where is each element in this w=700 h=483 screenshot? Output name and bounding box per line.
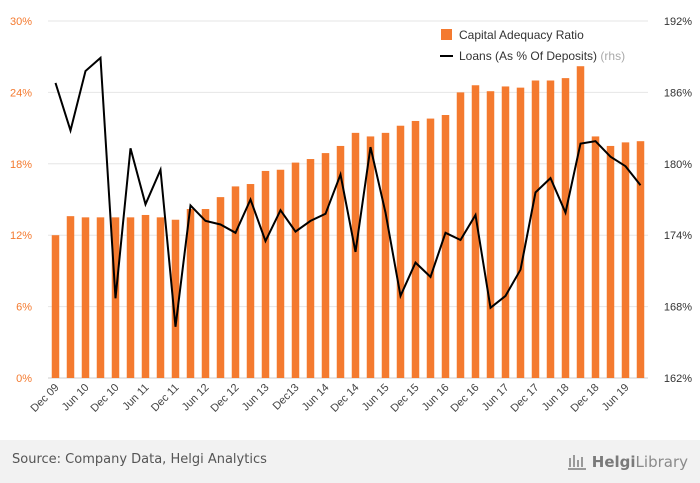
bar xyxy=(51,235,60,378)
bar xyxy=(351,132,360,378)
bar xyxy=(561,78,570,379)
logo-text: HelgiLibrary xyxy=(591,453,688,471)
x-tick-label: Dec 11 xyxy=(149,382,182,415)
x-tick-label: Dec 16 xyxy=(448,382,481,415)
bar xyxy=(321,153,330,378)
x-tick-label: Dec 18 xyxy=(568,382,601,415)
bar xyxy=(66,216,75,378)
bar xyxy=(381,132,390,378)
bar xyxy=(411,120,420,379)
line-series xyxy=(54,55,642,327)
bar xyxy=(456,92,465,379)
bar xyxy=(441,115,450,378)
bar xyxy=(261,170,270,378)
x-tick-label: Jun 10 xyxy=(60,382,92,414)
bar xyxy=(231,186,240,378)
right-tick-label: 174% xyxy=(664,230,692,242)
bar xyxy=(546,80,555,378)
left-tick-label: 12% xyxy=(10,230,32,242)
source-note: Source: Company Data, Helgi Analytics xyxy=(12,452,267,467)
left-tick-label: 18% xyxy=(10,159,32,171)
x-tick-label: Dec 15 xyxy=(388,382,421,415)
x-tick-label: Jun 15 xyxy=(360,382,392,414)
right-axis: 162% 168% 174% 180% 186% 192% xyxy=(664,16,692,385)
bar xyxy=(366,136,375,378)
x-tick-label: Dec13 xyxy=(271,382,302,413)
series-line xyxy=(54,55,642,327)
bar xyxy=(621,142,630,378)
bar xyxy=(96,217,105,378)
left-axis: 0% 6% 12% 18% 24% 30% xyxy=(10,16,32,385)
x-tick-label: Jun 13 xyxy=(240,382,272,414)
x-tick-label: Dec 09 xyxy=(28,382,61,415)
x-tick-label: Jun 18 xyxy=(540,382,572,414)
bar xyxy=(591,136,600,378)
bar xyxy=(516,87,525,378)
left-tick-label: 30% xyxy=(10,16,32,28)
bar xyxy=(81,217,90,378)
left-tick-label: 0% xyxy=(16,373,32,385)
helgi-library-logo[interactable]: HelgiLibrary xyxy=(566,450,688,474)
x-tick-label: Dec 12 xyxy=(208,382,241,415)
bar xyxy=(426,118,435,378)
legend-swatch-bar xyxy=(441,29,452,40)
x-tick-label: Jun 19 xyxy=(600,382,632,414)
bar xyxy=(306,159,315,378)
bar xyxy=(501,86,510,378)
x-tick-label: Dec 14 xyxy=(328,382,361,415)
legend: Capital Adequacy Ratio Loans (As % Of De… xyxy=(440,28,625,63)
bar xyxy=(141,214,150,378)
left-tick-label: 24% xyxy=(10,87,32,99)
x-tick-label: Dec 17 xyxy=(508,382,541,415)
chart: 0% 6% 12% 18% 24% 30% 162% 168% 174% 180% 186% 192… xyxy=(10,16,692,415)
bar xyxy=(531,80,540,378)
bar xyxy=(606,145,615,378)
left-tick-label: 6% xyxy=(16,302,32,314)
library-icon xyxy=(567,455,586,470)
bar xyxy=(246,184,255,378)
bar xyxy=(216,197,225,378)
x-tick-label: Jun 12 xyxy=(180,382,212,414)
right-tick-label: 180% xyxy=(664,159,692,171)
right-tick-label: 192% xyxy=(664,16,692,28)
x-tick-label: Jun 11 xyxy=(120,382,151,413)
right-tick-label: 162% xyxy=(664,373,692,385)
legend-label-line: Loans (As % Of Deposits) (rhs) xyxy=(459,49,625,63)
x-tick-label: Jun 16 xyxy=(420,382,452,414)
x-tick-label: Dec 10 xyxy=(88,382,121,415)
grid-lines xyxy=(48,20,648,379)
right-tick-label: 168% xyxy=(664,302,692,314)
bar xyxy=(486,91,495,379)
bar xyxy=(201,209,210,378)
bar xyxy=(276,169,285,378)
bar-series xyxy=(51,66,645,379)
bar xyxy=(126,217,135,378)
bar xyxy=(636,141,645,378)
x-tick-label: Jun 17 xyxy=(480,382,512,414)
legend-label-bar: Capital Adequacy Ratio xyxy=(459,28,584,42)
bar xyxy=(156,217,165,378)
bar xyxy=(171,219,180,378)
bar xyxy=(186,209,195,378)
right-tick-label: 186% xyxy=(664,87,692,99)
bar xyxy=(576,66,585,378)
x-tick-label: Jun 14 xyxy=(300,382,332,414)
bar xyxy=(471,85,480,378)
bar xyxy=(291,162,300,378)
footer: Source: Company Data, Helgi Analytics He… xyxy=(0,440,700,483)
bar xyxy=(396,125,405,378)
bar xyxy=(336,145,345,378)
